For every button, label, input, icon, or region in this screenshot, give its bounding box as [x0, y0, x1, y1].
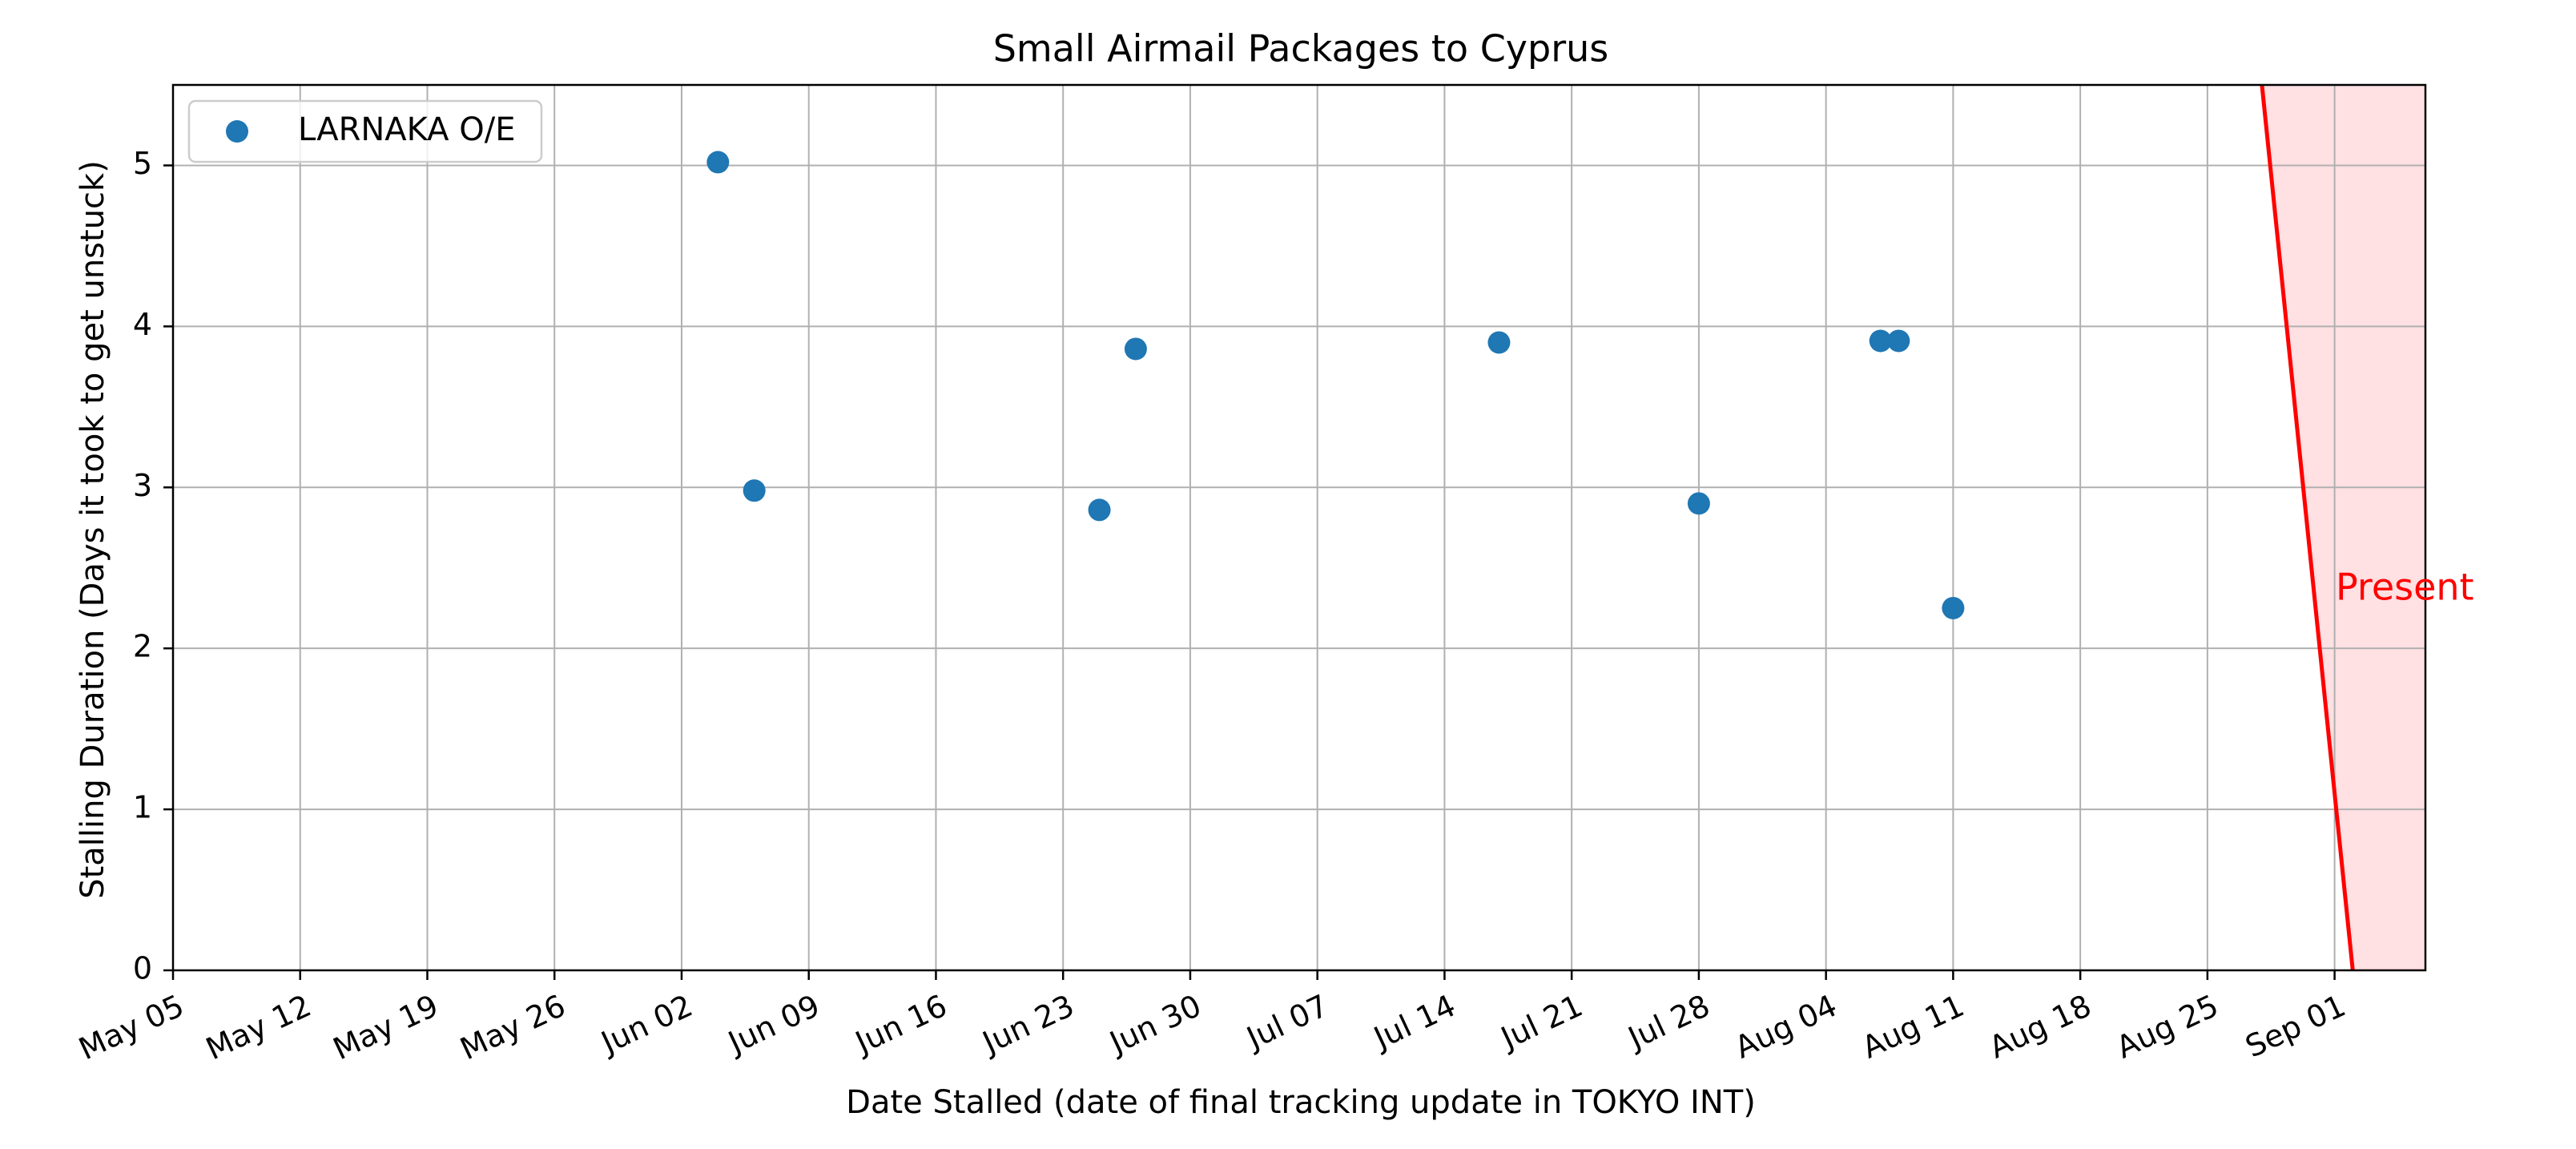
y-tick-label: 1 [133, 790, 152, 825]
data-point [706, 151, 730, 174]
x-axis-label: Date Stalled (date of final tracking upd… [846, 1084, 1756, 1121]
y-tick-label: 3 [133, 468, 152, 503]
legend-label: LARNAKA O/E [298, 111, 515, 148]
legend-marker [226, 120, 248, 143]
data-point [743, 479, 766, 502]
data-point [1942, 596, 1965, 619]
y-tick-label: 4 [133, 307, 152, 342]
data-point [1687, 492, 1710, 515]
plot-frame [171, 83, 2427, 972]
legend-box [187, 99, 543, 163]
present-label: Present [2336, 566, 2474, 609]
data-point [1088, 498, 1111, 522]
data-point [1124, 337, 1147, 361]
data-point [1487, 331, 1511, 354]
chart-title: Small Airmail Packages to Cyprus [993, 27, 1609, 71]
y-tick-label: 0 [133, 951, 152, 986]
y-tick-label: 5 [133, 146, 152, 181]
y-axis-label: Stalling Duration (Days it took to get u… [74, 160, 111, 899]
legend: LARNAKA O/E [187, 99, 543, 163]
y-tick-label: 2 [133, 629, 152, 664]
grid-lines [172, 85, 2425, 971]
data-points [706, 151, 1965, 619]
present-region-shade [2261, 85, 2425, 970]
data-point [1887, 329, 1910, 353]
data-point [1869, 329, 1892, 353]
present-line [2260, 84, 2355, 971]
